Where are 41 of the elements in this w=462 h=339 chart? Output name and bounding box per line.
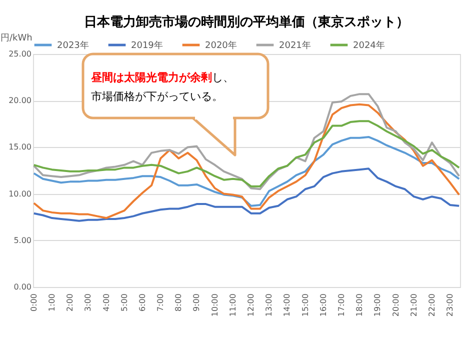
x-tick-label: 7:00 (156, 294, 166, 312)
x-tick-label: 19:00 (373, 294, 382, 317)
y-tick-label: 0.00 (14, 282, 32, 292)
x-tick-label: 1:00 (48, 294, 56, 312)
legend-label: 2020年 (205, 40, 237, 51)
line-series (32, 136, 460, 207)
x-tick-label: 6:00 (138, 294, 147, 312)
x-tick-label: 15:00 (300, 294, 310, 317)
y-tick-label: 25.00 (8, 50, 32, 58)
x-tick-label: 18:00 (355, 294, 364, 317)
x-tick-label: 17:00 (336, 294, 346, 317)
x-tick-label: 12:00 (246, 294, 256, 317)
x-tick-label: 0:00 (29, 294, 38, 312)
y-axis-title: 円/kWh (0, 34, 32, 44)
x-tick-label: 8:00 (174, 294, 184, 312)
x-tick-label: 4:00 (102, 294, 111, 312)
x-tick-label: 20:00 (391, 294, 400, 317)
legend-label: 2023年 (57, 40, 89, 51)
x-tick-label: 23:00 (446, 294, 455, 317)
y-tick-label: 15.00 (8, 142, 32, 152)
x-tick-label: 10:00 (210, 294, 220, 317)
x-tick-label: 14:00 (282, 294, 292, 317)
chart-title: 日本電力卸売市場の時間別の平均単価（東京スポット） (84, 14, 409, 30)
line-series (32, 120, 460, 188)
x-tick-label: 2:00 (66, 294, 75, 312)
line-series (32, 168, 460, 222)
legend-label: 2021年 (279, 40, 311, 51)
y-tick-label: 10.00 (8, 189, 32, 198)
x-tick-label: 9:00 (192, 294, 202, 312)
x-tick-label: 22:00 (427, 294, 436, 317)
line-series (32, 103, 460, 220)
y-tick-label: 5.00 (14, 236, 32, 245)
x-tick-label: 13:00 (264, 294, 274, 317)
x-tick-label: 5:00 (120, 294, 129, 312)
legend-label: 2019年 (131, 40, 163, 51)
x-tick-label: 21:00 (409, 294, 418, 317)
x-tick-label: 11:00 (228, 294, 238, 317)
legend-label: 2024年 (353, 40, 385, 51)
y-tick-label: 20.00 (8, 96, 32, 106)
x-tick-label: 3:00 (84, 294, 93, 312)
x-tick-label: 16:00 (318, 294, 328, 317)
